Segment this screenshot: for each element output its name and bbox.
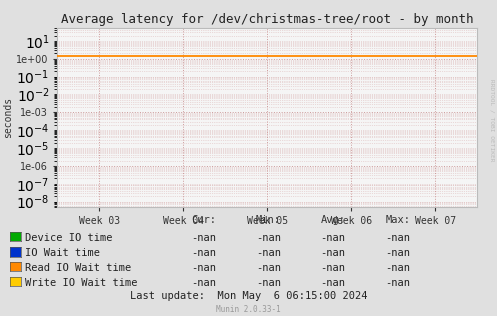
Text: -nan: -nan [321,233,345,243]
Text: Device IO time: Device IO time [25,233,112,243]
Text: RRDTOOL / TOBI OETIKER: RRDTOOL / TOBI OETIKER [490,79,495,161]
Text: -nan: -nan [385,233,410,243]
Y-axis label: seconds: seconds [3,97,13,138]
Text: -nan: -nan [191,248,216,258]
Text: -nan: -nan [321,263,345,273]
Text: Cur:: Cur: [191,215,216,225]
Text: Min:: Min: [256,215,281,225]
Text: -nan: -nan [385,277,410,288]
Text: -nan: -nan [321,248,345,258]
Text: Last update:  Mon May  6 06:15:00 2024: Last update: Mon May 6 06:15:00 2024 [130,291,367,301]
Text: Avg:: Avg: [321,215,345,225]
Text: -nan: -nan [385,248,410,258]
Text: -nan: -nan [191,233,216,243]
Text: -nan: -nan [256,277,281,288]
Text: Max:: Max: [385,215,410,225]
Text: -nan: -nan [321,277,345,288]
Text: -nan: -nan [256,263,281,273]
Text: Write IO Wait time: Write IO Wait time [25,277,137,288]
Text: -nan: -nan [256,248,281,258]
Text: Read IO Wait time: Read IO Wait time [25,263,131,273]
Title: Average latency for /dev/christmas-tree/root - by month: Average latency for /dev/christmas-tree/… [61,13,473,26]
Text: -nan: -nan [191,277,216,288]
Text: -nan: -nan [191,263,216,273]
Text: -nan: -nan [256,233,281,243]
Text: -nan: -nan [385,263,410,273]
Text: Munin 2.0.33-1: Munin 2.0.33-1 [216,305,281,313]
Text: IO Wait time: IO Wait time [25,248,100,258]
